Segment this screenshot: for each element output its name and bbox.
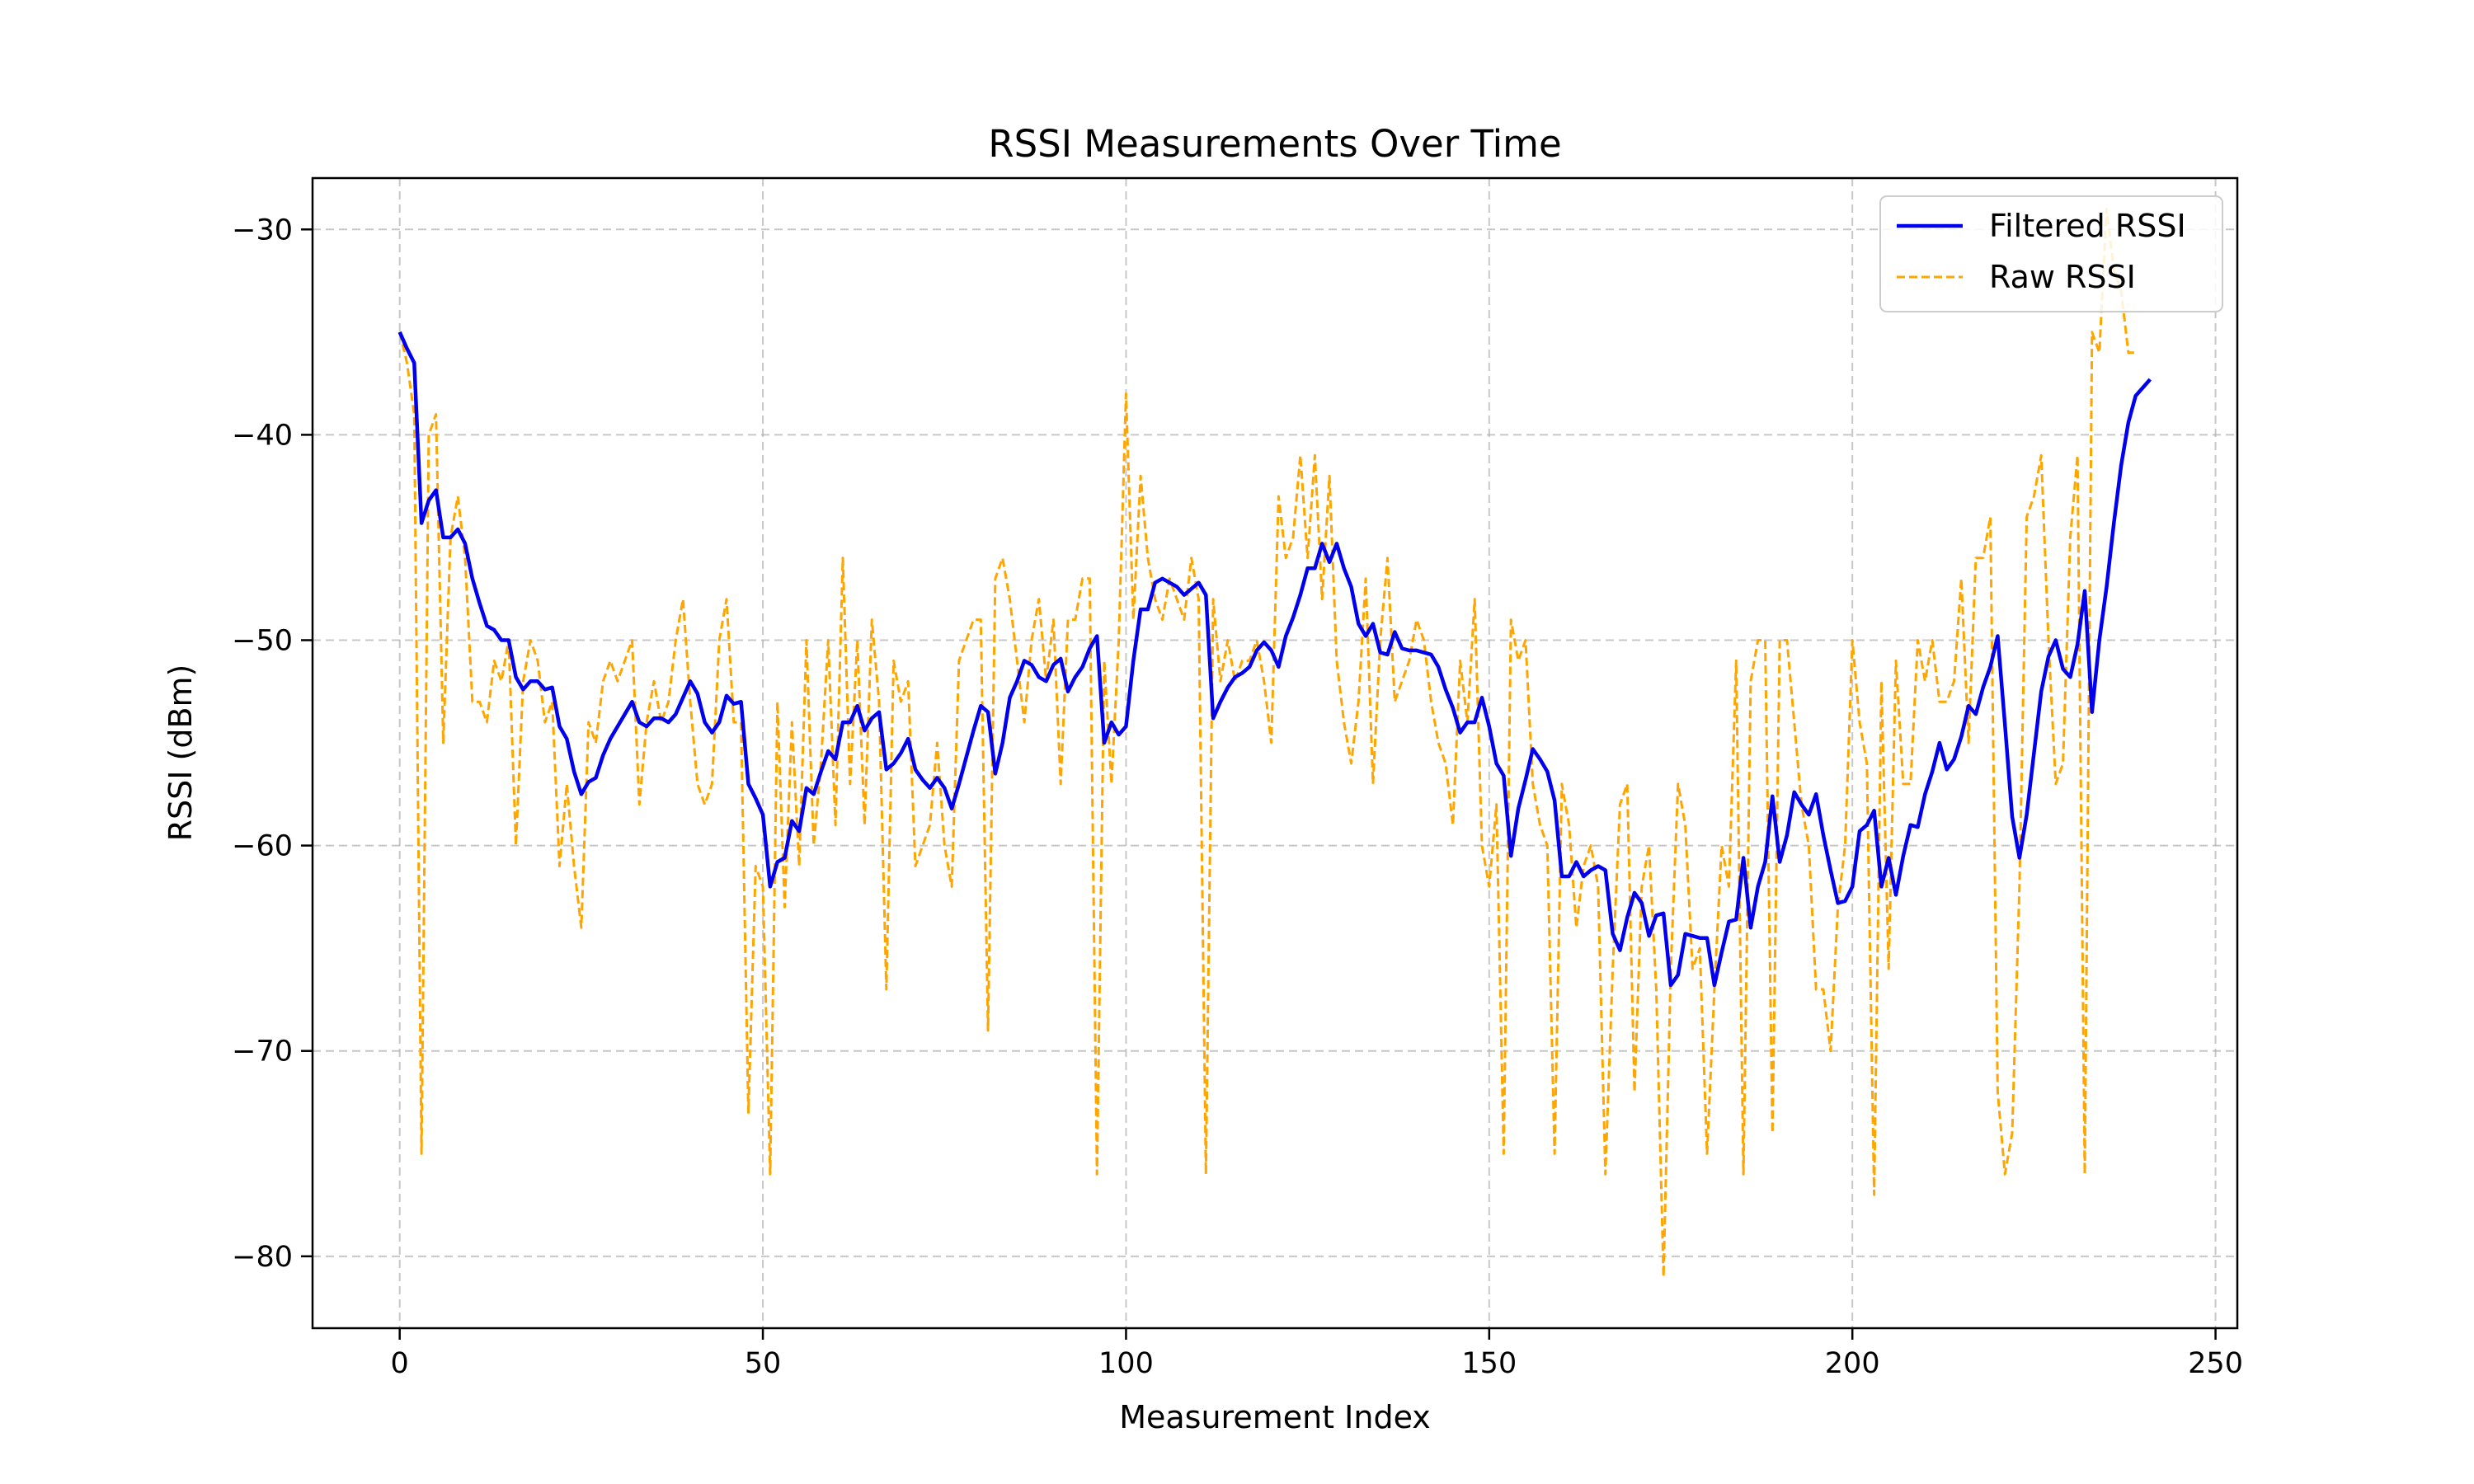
x-tick-label: 200	[1825, 1347, 1880, 1380]
chart-title: RSSI Measurements Over Time	[988, 122, 1561, 166]
x-tick-label: 50	[745, 1347, 782, 1380]
y-tick-label: −50	[232, 624, 293, 657]
legend-label-filtered: Filtered RSSI	[1989, 208, 2186, 244]
plot-area	[313, 178, 2237, 1328]
axis-ticks: 0 50 100 150 200 250 −30 −40 −50 −60 −70 −80	[232, 214, 2243, 1380]
plot-frame	[311, 176, 2239, 1330]
x-tick-label: 250	[2188, 1347, 2243, 1380]
y-axis-label: RSSI (dBm)	[162, 665, 199, 842]
x-tick-label: 0	[391, 1347, 409, 1380]
legend-label-raw: Raw RSSI	[1989, 259, 2136, 295]
filtered-rssi-line	[397, 331, 2152, 988]
y-tick-label: −80	[232, 1241, 293, 1274]
x-tick-label: 100	[1098, 1347, 1154, 1380]
x-axis-label: Measurement Index	[1119, 1399, 1431, 1435]
y-tick-label: −30	[232, 214, 293, 247]
y-tick-label: −60	[232, 830, 293, 863]
x-tick-label: 150	[1461, 1347, 1517, 1380]
legend: Filtered RSSI Raw RSSI	[1879, 195, 2223, 312]
series-layer	[397, 207, 2152, 1279]
raw-rssi-line	[398, 207, 2136, 1279]
y-tick-label: −40	[232, 419, 293, 452]
y-tick-label: −70	[232, 1036, 293, 1068]
legend-box	[1879, 195, 2223, 312]
